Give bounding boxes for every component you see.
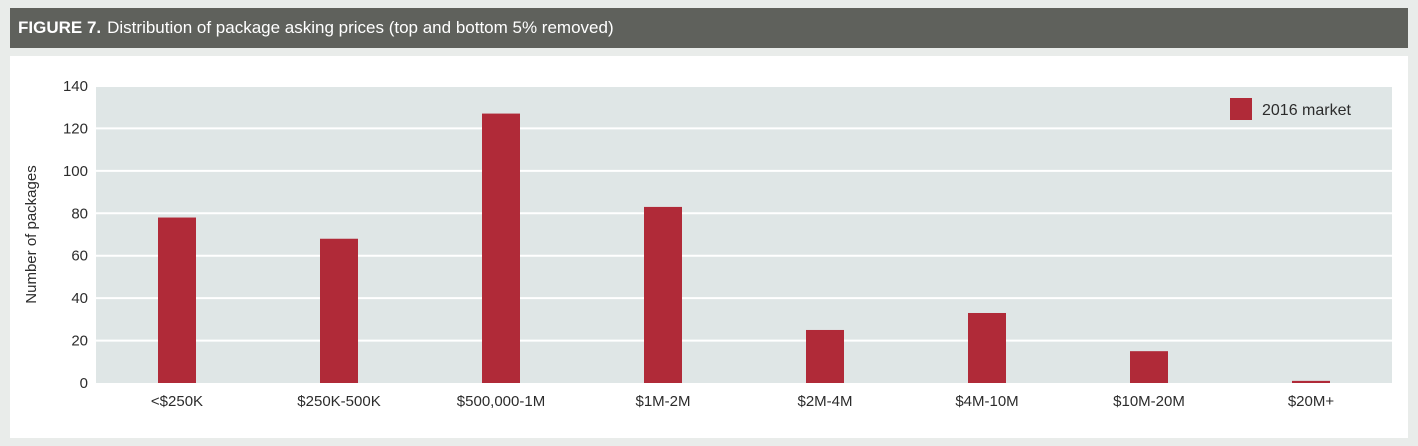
x-tick-label: $4M-10M xyxy=(955,393,1018,410)
x-tick-label: $1M-2M xyxy=(635,393,690,410)
y-tick-label: 100 xyxy=(63,163,88,180)
y-tick-label: 40 xyxy=(71,290,88,307)
chart-container: 0 20 40 60 80 100 120 140 Number of packages <$25… xyxy=(10,56,1408,438)
figure-caption: Distribution of package asking prices (t… xyxy=(107,18,614,37)
bar xyxy=(806,329,844,383)
bar xyxy=(968,312,1006,383)
figure-header: FIGURE 7. Distribution of package asking… xyxy=(10,8,1408,48)
x-tick-label: $2M-4M xyxy=(797,393,852,410)
legend-label: 2016 market xyxy=(1262,102,1351,119)
x-tick-label: $20M+ xyxy=(1288,393,1335,410)
bar-chart: 0 20 40 60 80 100 120 140 Number of packages <$25… xyxy=(23,78,1392,410)
bar xyxy=(320,238,358,383)
bar xyxy=(1130,351,1168,383)
y-tick-label: 120 xyxy=(63,120,88,137)
plot-area xyxy=(96,86,1392,383)
figure-number: FIGURE 7. xyxy=(18,18,102,37)
y-tick-label: 0 xyxy=(80,375,88,392)
x-tick-label: $500,000-1M xyxy=(457,393,545,410)
y-tick-label: 80 xyxy=(71,205,88,222)
legend-swatch xyxy=(1230,98,1252,120)
y-tick-label: 60 xyxy=(71,248,88,265)
bar xyxy=(158,217,196,383)
y-tick-label: 20 xyxy=(71,333,88,350)
x-tick-label: $250K-500K xyxy=(297,393,380,410)
x-tick-label: $10M-20M xyxy=(1113,393,1185,410)
bar xyxy=(1292,380,1330,383)
y-axis-title: Number of packages xyxy=(23,165,40,303)
bar xyxy=(644,206,682,383)
x-tick-label: <$250K xyxy=(151,393,203,410)
bar xyxy=(482,113,520,384)
y-tick-label: 140 xyxy=(63,78,88,95)
